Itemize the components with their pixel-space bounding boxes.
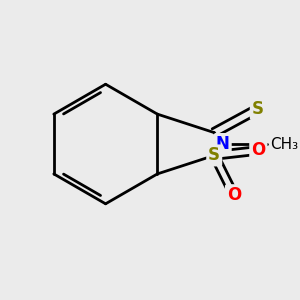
Text: N: N [216, 135, 230, 153]
Text: CH₃: CH₃ [271, 136, 299, 152]
Text: S: S [208, 146, 220, 164]
Text: O: O [227, 186, 241, 204]
Text: O: O [251, 141, 266, 159]
Text: S: S [252, 100, 264, 118]
